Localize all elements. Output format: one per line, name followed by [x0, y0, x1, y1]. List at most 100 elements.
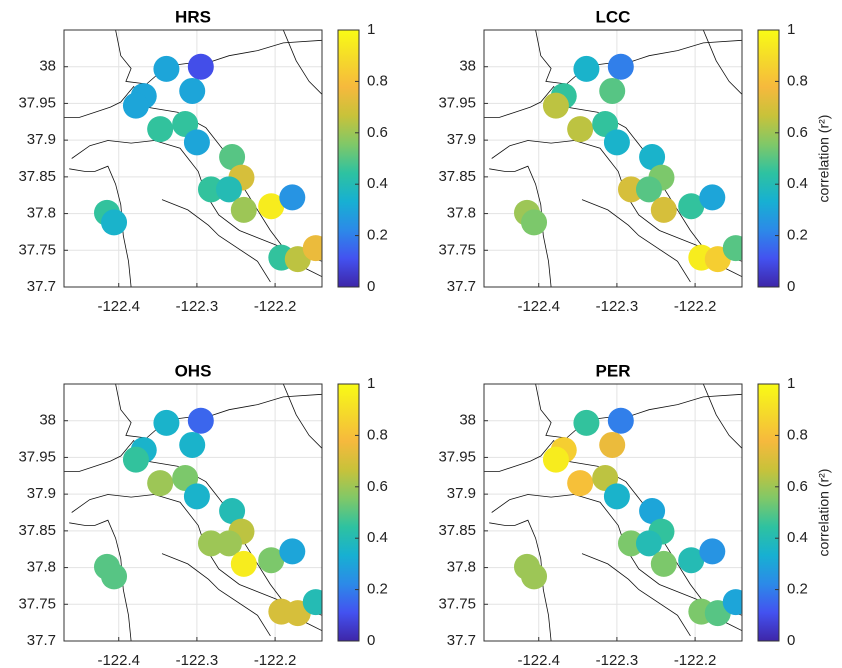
station-marker	[650, 196, 677, 223]
station-marker	[197, 176, 224, 203]
coast-line	[161, 553, 271, 637]
station-marker	[599, 431, 626, 458]
station-marker	[258, 547, 285, 574]
station-marker	[567, 470, 594, 497]
station-marker	[302, 589, 322, 616]
colorbar-label: correlation (r²)	[816, 115, 832, 203]
colorbar	[337, 383, 360, 642]
x-tick-label: -122.2	[254, 652, 297, 668]
station-marker	[147, 116, 174, 143]
station-marker	[639, 144, 666, 171]
station-marker	[230, 550, 257, 577]
coast-line	[581, 199, 691, 283]
y-tick-label: 37.9	[447, 131, 476, 148]
station-marker	[542, 446, 569, 473]
coastline	[64, 384, 322, 641]
coast-line	[581, 553, 691, 637]
colorbar-tick-label: 0.4	[367, 529, 388, 546]
station-marker	[101, 209, 128, 236]
coast-line	[491, 140, 742, 262]
y-tick-label: 37.95	[438, 94, 476, 111]
x-tick-label: -122.3	[176, 298, 219, 315]
station-marker	[573, 55, 600, 82]
station-marker	[219, 144, 246, 171]
station-marker	[147, 470, 174, 497]
panel: 37.7 37.75 37.8 37.85 37.9 37.95 38 -122.4 -122.…	[438, 7, 831, 314]
coast-line	[161, 199, 271, 283]
station-marker	[187, 53, 214, 80]
station-marker	[603, 129, 630, 156]
station-marker	[279, 538, 306, 565]
colorbar-tick-label: 0	[787, 632, 795, 649]
station-marker	[197, 530, 224, 557]
coast-line	[489, 165, 552, 287]
colorbar-tick-label: 0.2	[787, 227, 808, 244]
colorbar-tick-label: 0.8	[787, 426, 808, 443]
coast-line	[71, 494, 322, 616]
x-tick-label: -122.4	[517, 652, 560, 668]
station-marker	[521, 563, 548, 590]
y-tick-label: 37.7	[447, 278, 476, 295]
x-tick-label: -122.3	[176, 652, 219, 668]
colorbar-tick-label: 0.4	[787, 529, 808, 546]
colorbar-tick-label: 0	[787, 278, 795, 295]
station-marker	[650, 550, 677, 577]
coast-line	[64, 85, 322, 278]
chart-title: PER	[596, 361, 631, 380]
coast-line	[484, 439, 742, 632]
y-tick-label: 38	[459, 58, 476, 75]
colorbar-label: correlation (r²)	[816, 469, 832, 557]
x-tick-label: -122.4	[517, 298, 560, 315]
station-marker	[215, 530, 242, 557]
station-marker	[179, 431, 206, 458]
station-marker	[617, 176, 644, 203]
y-tick-label: 37.75	[18, 595, 56, 612]
y-tick-label: 37.75	[438, 241, 476, 258]
station-marker	[607, 407, 634, 434]
station-marker	[678, 547, 705, 574]
station-marker	[153, 409, 180, 436]
y-tick-label: 38	[459, 412, 476, 429]
y-tick-label: 38	[39, 58, 56, 75]
y-tick-label: 37.8	[27, 559, 56, 576]
colorbar-tick-label: 0.6	[787, 478, 808, 495]
station-marker	[183, 483, 210, 510]
colorbar-tick-label: 0.8	[367, 426, 388, 443]
y-tick-label: 37.7	[27, 278, 56, 295]
station-marker	[635, 176, 662, 203]
y-tick-label: 37.95	[18, 448, 56, 465]
station-marker	[219, 498, 246, 525]
panel: 37.7 37.75 37.8 37.85 37.9 37.95 38 -122.4 -122.…	[18, 361, 387, 668]
y-tick-label: 37.9	[447, 485, 476, 502]
colorbar-tick-label: 0.2	[367, 581, 388, 598]
station-marker	[215, 176, 242, 203]
x-tick-label: -122.4	[97, 298, 140, 315]
y-tick-label: 37.95	[438, 448, 476, 465]
station-marker	[699, 538, 726, 565]
colorbar-tick-label: 0.6	[367, 124, 388, 141]
station-marker	[639, 498, 666, 525]
coastline	[484, 384, 742, 641]
coast-line	[69, 165, 132, 287]
coastline	[484, 30, 742, 287]
station-marker	[230, 196, 257, 223]
station-marker	[635, 530, 662, 557]
station-marker	[699, 184, 726, 211]
station-marker	[542, 92, 569, 119]
station-marker	[521, 209, 548, 236]
chart-title: LCC	[596, 7, 631, 26]
colorbar-tick-label: 0.4	[367, 175, 388, 192]
station-marker	[258, 193, 285, 220]
coast-line	[69, 519, 132, 641]
station-marker	[573, 409, 600, 436]
x-tick-label: -122.2	[254, 298, 297, 315]
colorbar-tick-label: 1	[787, 375, 795, 392]
colorbar-tick-label: 1	[367, 21, 375, 38]
station-marker	[179, 77, 206, 104]
coast-line	[64, 439, 322, 632]
panel: 37.7 37.75 37.8 37.85 37.9 37.95 38 -122.4 -122.…	[438, 361, 831, 668]
chart-title: OHS	[175, 361, 212, 380]
coast-line	[489, 519, 552, 641]
colorbar-tick-label: 0.6	[367, 478, 388, 495]
